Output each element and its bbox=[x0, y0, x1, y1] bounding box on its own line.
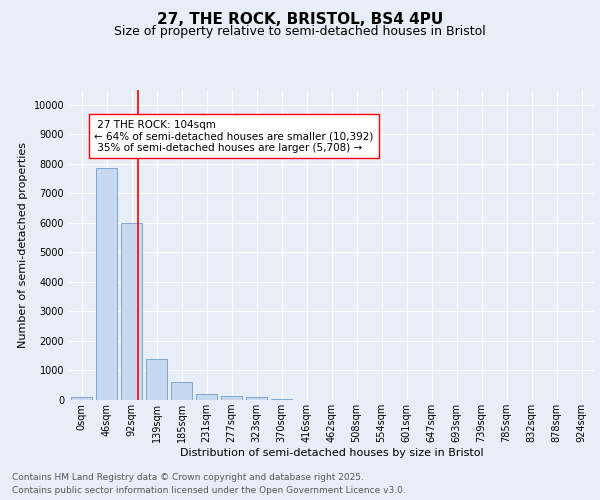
Text: Contains public sector information licensed under the Open Government Licence v3: Contains public sector information licen… bbox=[12, 486, 406, 495]
Text: Contains HM Land Registry data © Crown copyright and database right 2025.: Contains HM Land Registry data © Crown c… bbox=[12, 474, 364, 482]
Bar bbox=[96, 168, 117, 400]
Bar bbox=[121, 223, 142, 400]
X-axis label: Distribution of semi-detached houses by size in Bristol: Distribution of semi-detached houses by … bbox=[179, 448, 484, 458]
Bar bbox=[196, 394, 217, 400]
Bar bbox=[146, 360, 167, 400]
Bar bbox=[246, 398, 267, 400]
Text: Size of property relative to semi-detached houses in Bristol: Size of property relative to semi-detach… bbox=[114, 25, 486, 38]
Text: 27 THE ROCK: 104sqm
← 64% of semi-detached houses are smaller (10,392)
 35% of s: 27 THE ROCK: 104sqm ← 64% of semi-detach… bbox=[94, 120, 373, 152]
Bar bbox=[221, 396, 242, 400]
Text: 27, THE ROCK, BRISTOL, BS4 4PU: 27, THE ROCK, BRISTOL, BS4 4PU bbox=[157, 12, 443, 28]
Bar bbox=[171, 382, 192, 400]
Y-axis label: Number of semi-detached properties: Number of semi-detached properties bbox=[18, 142, 28, 348]
Bar bbox=[71, 397, 92, 400]
